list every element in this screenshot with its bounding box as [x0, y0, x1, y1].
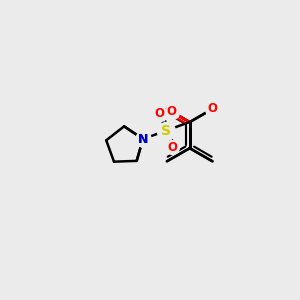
Text: N: N [138, 133, 148, 146]
Text: O: O [207, 103, 218, 116]
Text: N: N [138, 133, 148, 146]
Text: S: S [161, 124, 171, 138]
Text: O: O [167, 141, 177, 154]
Text: O: O [155, 107, 165, 120]
Text: O: O [167, 105, 177, 118]
